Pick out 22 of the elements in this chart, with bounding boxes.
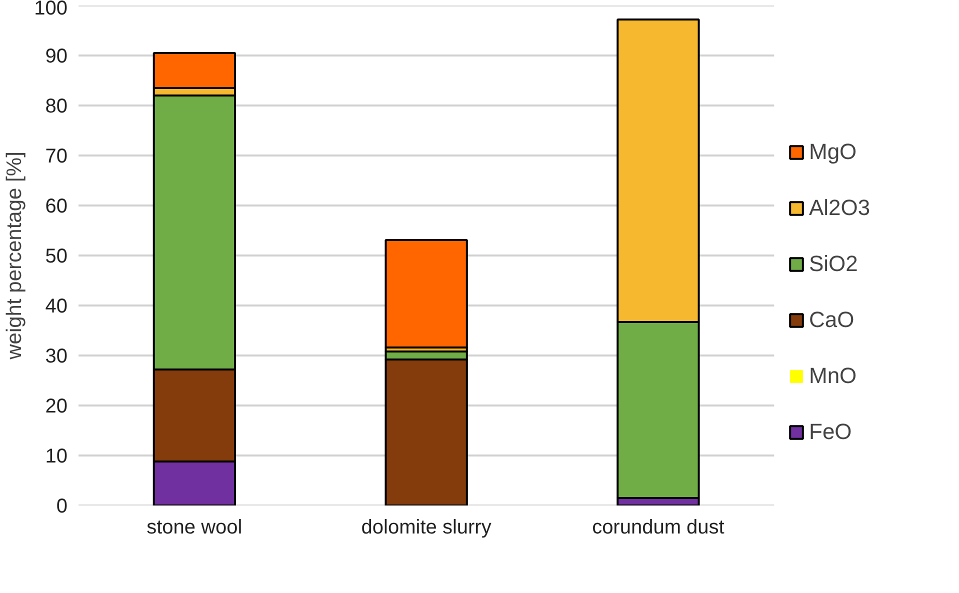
legend-label: SiO2 (809, 251, 858, 277)
y-tick-label: 100 (34, 0, 68, 20)
y-tick-label: 90 (45, 46, 68, 68)
x-tick-label: stone wool (146, 516, 242, 538)
x-tick-label: corundum dust (592, 516, 725, 538)
y-tick-label: 20 (45, 396, 68, 418)
legend-label: MnO (809, 363, 857, 389)
y-tick-label: 70 (45, 146, 68, 168)
y-tick-label: 0 (56, 496, 68, 518)
x-tick-label: dolomite slurry (361, 516, 492, 538)
legend-label: FeO (809, 419, 852, 445)
y-tick-label: 50 (45, 246, 68, 268)
y-tick-label: 40 (45, 296, 68, 318)
bar (384, 239, 468, 348)
y-tick-label: 30 (45, 346, 68, 368)
y-tick-label: 10 (45, 446, 68, 468)
legend-label: MgO (809, 139, 857, 165)
legend-label: CaO (809, 307, 854, 333)
y-axis-title: weight percentage [%] (3, 152, 26, 360)
y-tick-label: 60 (45, 196, 68, 218)
legend-label: Al2O3 (809, 195, 870, 221)
y-tick-label: 80 (45, 96, 68, 118)
